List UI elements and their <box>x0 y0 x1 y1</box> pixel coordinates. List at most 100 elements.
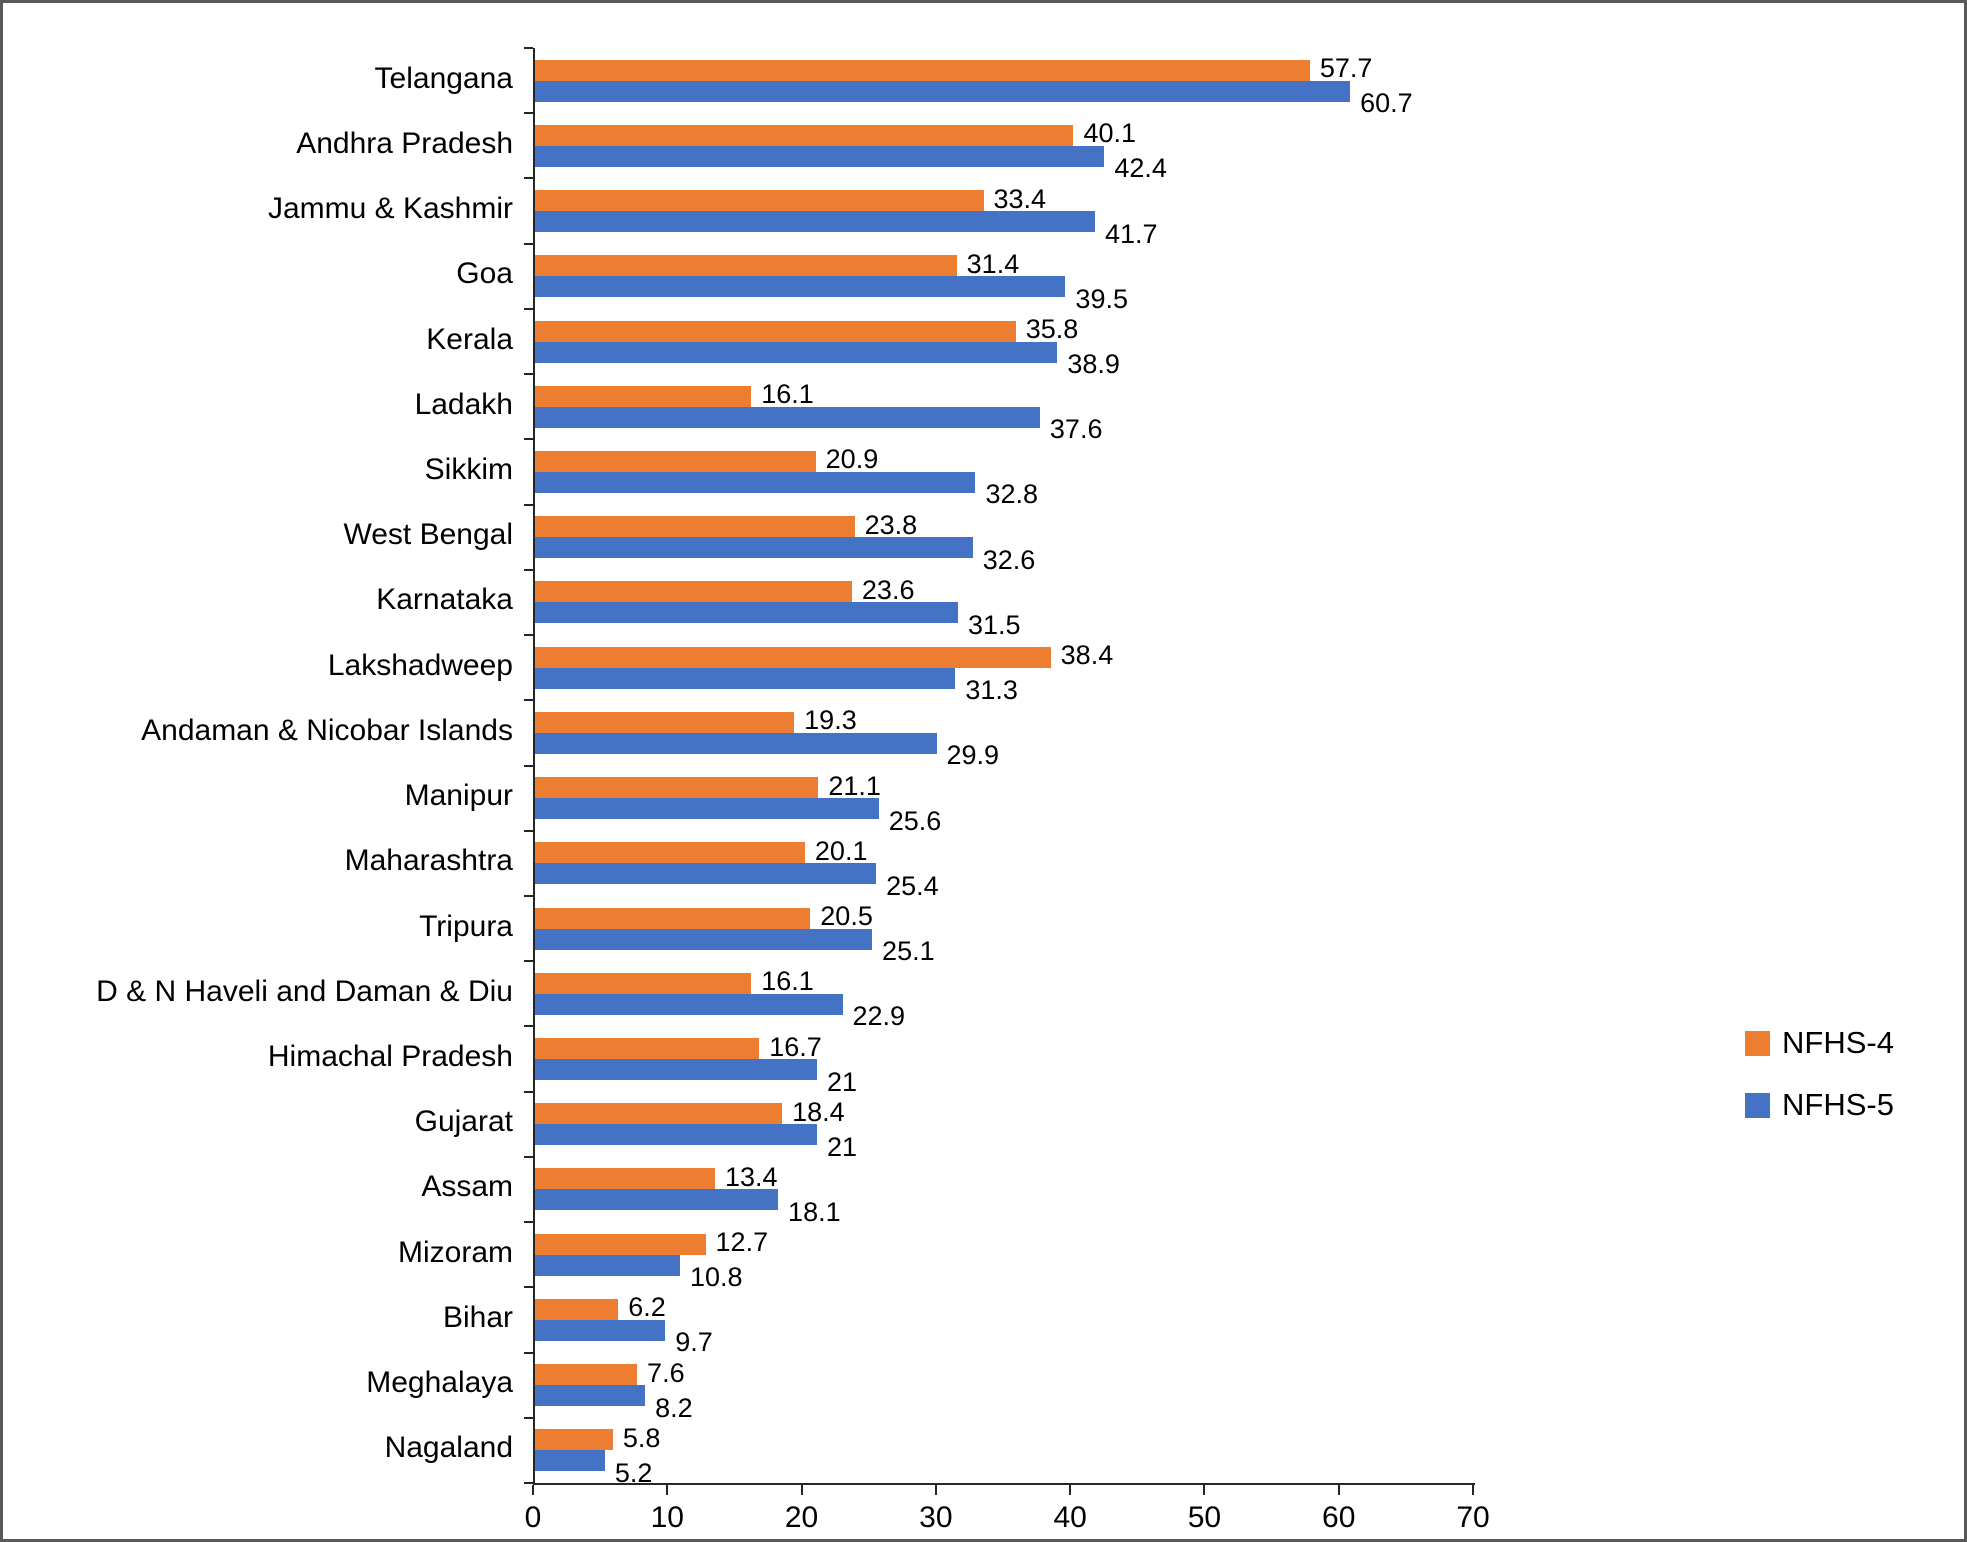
value-label-nfhs-5: 37.6 <box>1049 414 1103 445</box>
category-axis-tick <box>524 1351 533 1354</box>
category-label: Manipur <box>404 779 513 813</box>
value-label-nfhs-4: 31.4 <box>966 248 1020 279</box>
value-label-nfhs-4: 23.6 <box>861 574 915 605</box>
value-axis-label: 70 <box>1456 1501 1490 1534</box>
value-axis-tick <box>1069 1485 1072 1495</box>
value-axis-tick <box>1472 1485 1474 1495</box>
value-label-nfhs-4: 19.3 <box>804 705 857 736</box>
legend-entry-nfhs-5: NFHS-5 <box>1745 1087 1894 1123</box>
bar-nfhs-4 <box>535 1364 638 1386</box>
category-label: Andaman & Nicobar Islands <box>141 713 513 747</box>
bar-nfhs-4 <box>535 972 752 994</box>
category-axis-tick <box>524 960 533 963</box>
category-axis-tick <box>524 1025 533 1028</box>
value-label-nfhs-5: 10.8 <box>690 1262 743 1293</box>
category-label: Telangana <box>374 61 513 95</box>
bar-nfhs-5 <box>535 1124 817 1146</box>
value-label-nfhs-4: 23.8 <box>864 509 918 540</box>
bar-nfhs-5 <box>535 993 843 1015</box>
value-axis-tick <box>934 1485 937 1495</box>
value-label-nfhs-5: 21 <box>827 1066 858 1097</box>
bar-nfhs-4 <box>535 124 1074 146</box>
category-label: Maharashtra <box>344 844 513 878</box>
category-label: Gujarat <box>414 1105 513 1139</box>
legend-label-nfhs-5: NFHS-5 <box>1782 1087 1894 1122</box>
value-label-nfhs-4: 7.6 <box>647 1357 685 1388</box>
category-axis-tick <box>524 503 533 506</box>
value-axis-tick <box>1337 1485 1340 1495</box>
category-label: Meghalaya <box>366 1366 513 1400</box>
category-label: Karnataka <box>376 583 513 617</box>
category-axis-tick <box>524 1416 533 1419</box>
value-axis-tick <box>1203 1485 1206 1495</box>
value-label-nfhs-5: 39.5 <box>1075 283 1128 314</box>
plot-area: 57.7 60.7 40.1 42.4 33.4 41.7 31.4 39.5 35.8 38.9… <box>533 48 1475 1488</box>
bar-nfhs-5 <box>535 667 956 689</box>
value-label-nfhs-4: 16.7 <box>769 1031 822 1062</box>
category-axis-tick <box>524 1090 533 1093</box>
category-label: Himachal Pradesh <box>267 1040 513 1074</box>
bar-nfhs-4 <box>535 907 811 929</box>
bar-nfhs-5 <box>535 406 1040 428</box>
bar-nfhs-5 <box>535 798 879 820</box>
bar-nfhs-4 <box>535 385 752 407</box>
value-label-nfhs-5: 38.9 <box>1067 349 1120 380</box>
category-label: Kerala <box>426 322 513 356</box>
category-axis-tick <box>524 634 533 637</box>
legend-entry-nfhs-4: NFHS-4 <box>1745 1025 1894 1061</box>
value-label-nfhs-5: 60.7 <box>1360 88 1413 119</box>
category-axis-tick <box>524 1221 533 1224</box>
category-axis-tick <box>524 568 533 571</box>
bar-nfhs-5 <box>535 1319 666 1341</box>
value-axis-tick <box>532 1485 534 1495</box>
value-axis-label: 10 <box>650 1501 684 1534</box>
bar-nfhs-4 <box>535 190 984 212</box>
value-label-nfhs-5: 25.1 <box>882 936 935 967</box>
bar-nfhs-4 <box>535 320 1016 342</box>
value-label-nfhs-4: 38.4 <box>1060 640 1114 671</box>
value-label-nfhs-4: 20.1 <box>814 835 868 866</box>
bar-nfhs-4 <box>535 450 816 472</box>
value-label-nfhs-5: 5.2 <box>614 1457 653 1488</box>
category-label: Nagaland <box>384 1431 513 1465</box>
bar-nfhs-4 <box>535 646 1051 668</box>
category-axis-tick <box>524 438 533 441</box>
value-label-nfhs-5: 22.9 <box>852 1001 906 1032</box>
bar-nfhs-4 <box>535 777 819 799</box>
category-axis-tick <box>524 1286 533 1289</box>
value-label-nfhs-5: 18.1 <box>788 1196 841 1227</box>
bar-nfhs-4 <box>535 711 795 733</box>
value-label-nfhs-4: 57.7 <box>1319 53 1373 84</box>
category-label: West Bengal <box>343 518 513 552</box>
category-label: Tripura <box>419 909 513 943</box>
bar-nfhs-4 <box>535 1298 619 1320</box>
value-label-nfhs-4: 33.4 <box>993 183 1047 214</box>
value-label-nfhs-5: 21 <box>827 1131 858 1162</box>
bar-nfhs-4 <box>535 581 852 603</box>
value-label-nfhs-4: 5.8 <box>622 1422 661 1453</box>
category-axis-tick <box>524 373 533 376</box>
bar-nfhs-5 <box>535 1450 605 1472</box>
value-label-nfhs-5: 25.4 <box>886 870 939 901</box>
bar-nfhs-5 <box>535 537 973 559</box>
category-axis-tick <box>524 242 533 245</box>
value-label-nfhs-5: 31.3 <box>965 675 1018 706</box>
value-label-nfhs-4: 6.2 <box>628 1292 666 1323</box>
legend-label-nfhs-4: NFHS-4 <box>1782 1025 1894 1060</box>
category-axis-tick <box>524 764 533 767</box>
value-axis-label: 20 <box>784 1501 819 1534</box>
category-axis-tick <box>524 894 533 897</box>
bar-nfhs-5 <box>535 602 958 624</box>
bar-nfhs-4 <box>535 59 1310 81</box>
bar-nfhs-4 <box>535 1168 715 1190</box>
value-label-nfhs-4: 40.1 <box>1083 118 1137 149</box>
bar-nfhs-5 <box>535 1385 646 1407</box>
value-axis-tick <box>666 1485 669 1495</box>
category-axis-tick <box>524 112 533 115</box>
category-axis-tick <box>524 699 533 702</box>
category-label: D & N Haveli and Daman & Diu <box>96 974 513 1008</box>
bar-nfhs-5 <box>535 1189 779 1211</box>
bar-nfhs-5 <box>535 1059 817 1081</box>
value-axis-label: 40 <box>1053 1501 1087 1534</box>
